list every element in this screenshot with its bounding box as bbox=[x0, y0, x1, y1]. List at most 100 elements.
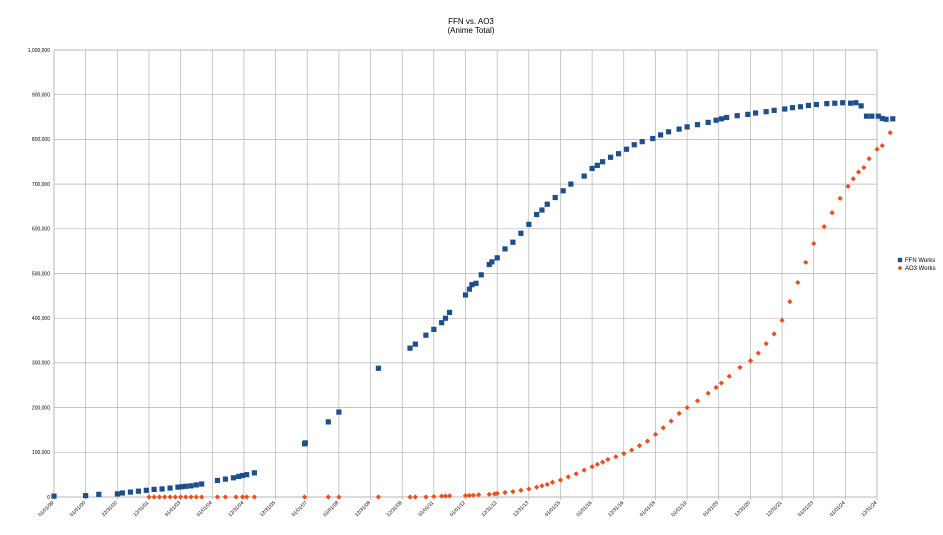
data-point bbox=[600, 159, 606, 165]
data-point bbox=[557, 477, 564, 483]
data-point bbox=[375, 365, 381, 371]
x-tick-label: 01/01/08 bbox=[322, 500, 340, 518]
data-point bbox=[565, 474, 571, 480]
data-point bbox=[83, 493, 89, 499]
data-point bbox=[423, 494, 429, 500]
data-point bbox=[183, 494, 189, 500]
data-point bbox=[222, 494, 229, 500]
data-point bbox=[325, 494, 331, 500]
data-point bbox=[850, 176, 856, 182]
data-point bbox=[159, 486, 165, 492]
x-tick-label: 01/01/07 bbox=[291, 500, 309, 518]
grid-layer bbox=[53, 49, 878, 500]
data-point bbox=[183, 483, 189, 489]
y-tick-label: 400,000 bbox=[32, 316, 50, 322]
data-point bbox=[589, 464, 595, 470]
data-point bbox=[466, 286, 473, 292]
x-tick-label: 01/01/19 bbox=[670, 500, 688, 518]
data-point bbox=[887, 130, 893, 136]
data-point bbox=[439, 493, 445, 499]
data-point bbox=[821, 223, 827, 230]
data-point bbox=[705, 390, 711, 396]
x-tick-label: 01/01/04 bbox=[196, 500, 214, 518]
data-point bbox=[518, 230, 524, 236]
data-point bbox=[114, 491, 120, 497]
data-point bbox=[526, 486, 532, 492]
data-point bbox=[631, 142, 637, 148]
data-point bbox=[494, 255, 500, 261]
x-tick-label: 01/01/00 bbox=[69, 500, 87, 518]
data-point bbox=[544, 201, 550, 207]
data-point bbox=[143, 487, 149, 493]
x-tick-label: 01/01/11 bbox=[418, 500, 436, 518]
data-point bbox=[763, 109, 769, 115]
data-point bbox=[156, 494, 162, 500]
data-point bbox=[167, 485, 173, 491]
data-point bbox=[251, 470, 257, 476]
data-point bbox=[615, 151, 622, 157]
data-point bbox=[724, 114, 730, 121]
data-point bbox=[861, 164, 867, 171]
data-point bbox=[230, 475, 237, 481]
data-point bbox=[855, 169, 862, 175]
data-point bbox=[713, 384, 719, 391]
data-point bbox=[652, 431, 659, 438]
data-point bbox=[594, 461, 600, 467]
series-ffn bbox=[51, 100, 896, 499]
data-point bbox=[127, 489, 134, 495]
data-point bbox=[470, 492, 476, 498]
data-point bbox=[167, 494, 173, 500]
data-point bbox=[863, 113, 870, 119]
data-point bbox=[510, 239, 516, 245]
x-tick-label: 01/01/24 bbox=[829, 500, 847, 518]
chart-subtitle: (Anime Total) bbox=[448, 26, 495, 35]
data-point bbox=[236, 473, 242, 480]
data-point bbox=[214, 477, 221, 484]
data-point bbox=[718, 380, 725, 386]
data-point bbox=[581, 467, 587, 473]
series-layer bbox=[51, 100, 896, 500]
data-point bbox=[734, 113, 740, 119]
x-tick-label: 12/31/01 bbox=[132, 500, 150, 518]
data-point bbox=[407, 494, 413, 500]
x-tick-label: 01/01/15 bbox=[544, 500, 562, 518]
data-point bbox=[879, 143, 885, 149]
data-point bbox=[837, 195, 843, 202]
data-point bbox=[805, 102, 812, 109]
data-point bbox=[431, 326, 437, 332]
data-point bbox=[510, 489, 516, 495]
data-point bbox=[660, 425, 666, 431]
data-point bbox=[824, 101, 830, 107]
data-point bbox=[560, 188, 566, 194]
data-point bbox=[552, 194, 558, 201]
data-point bbox=[771, 107, 777, 113]
x-tick-label: 12/31/09 bbox=[386, 500, 404, 518]
data-point bbox=[199, 494, 205, 500]
x-tick-label: 12/31/24 bbox=[860, 500, 878, 518]
data-point bbox=[251, 494, 257, 500]
y-tick-label: 800,000 bbox=[32, 137, 50, 143]
data-point bbox=[779, 317, 785, 324]
data-point bbox=[51, 493, 57, 499]
data-point bbox=[747, 358, 754, 364]
data-point bbox=[151, 486, 157, 493]
data-point bbox=[795, 279, 801, 286]
data-point bbox=[676, 410, 682, 417]
data-point bbox=[526, 221, 532, 227]
data-point bbox=[244, 494, 250, 500]
data-point bbox=[544, 481, 550, 488]
data-point bbox=[713, 117, 719, 123]
data-point bbox=[890, 116, 896, 122]
data-point bbox=[607, 154, 614, 160]
data-point bbox=[175, 484, 181, 490]
data-point bbox=[96, 491, 102, 497]
y-tick-label: 600,000 bbox=[32, 227, 50, 233]
x-tick-label: 01/01/23 bbox=[797, 500, 815, 518]
data-point bbox=[244, 472, 250, 478]
data-point bbox=[853, 100, 859, 106]
data-point bbox=[813, 101, 820, 108]
axis-layer: 0 100,000 200,000 300,000 400,000 500,000 600,… bbox=[28, 48, 879, 518]
data-point bbox=[431, 493, 437, 500]
data-point bbox=[623, 146, 630, 152]
